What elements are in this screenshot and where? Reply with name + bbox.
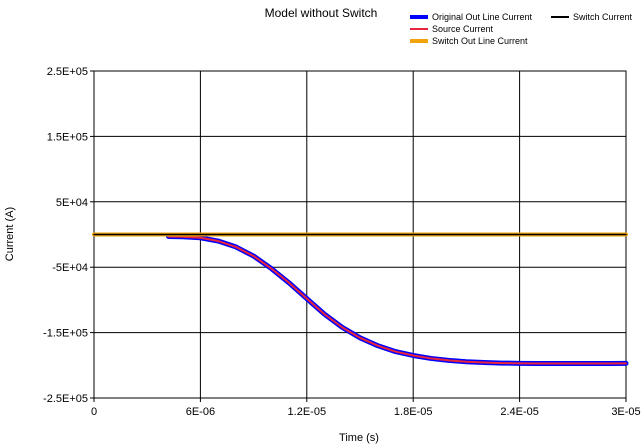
x-axis-ticks: 0 6E-06 1.2E-05 1.8E-05 2.4E-05 3E-05 [91,398,641,418]
series-line-source-current [167,235,627,365]
x-tick-label: 0 [91,406,97,418]
x-tick-label: 2.4E-05 [500,406,539,418]
series-lines [92,232,629,367]
series-line-original-out-line-current [165,233,629,367]
legend-label-original-out-line-current: Original Out Line Current [432,12,533,22]
y-tick-label: 5E+04 [56,197,88,209]
y-tick-label: -2.5E+05 [43,393,88,405]
chart-title: Model without Switch [265,6,378,20]
y-tick-label: -1.5E+05 [43,328,88,340]
y-tick-label: 2.5E+05 [47,66,88,78]
legend: Original Out Line Current Source Current… [410,12,633,46]
x-tick-label: 3E-05 [611,406,640,418]
y-axis-title: Current (A) [4,207,16,261]
x-tick-label: 1.2E-05 [288,406,327,418]
legend-label-switch-out-line-current: Switch Out Line Current [432,36,528,46]
y-tick-label: 1.5E+05 [47,131,88,143]
legend-label-switch-current: Switch Current [573,12,633,22]
y-tick-label: -5E+04 [52,262,88,274]
legend-label-source-current: Source Current [432,24,494,34]
x-tick-label: 6E-06 [186,406,215,418]
y-axis-ticks: 2.5E+05 1.5E+05 5E+04 -5E+04 -1.5E+05 -2.5E+0… [43,66,94,405]
x-axis-title: Time (s) [339,432,379,444]
x-tick-label: 1.8E-05 [394,406,433,418]
